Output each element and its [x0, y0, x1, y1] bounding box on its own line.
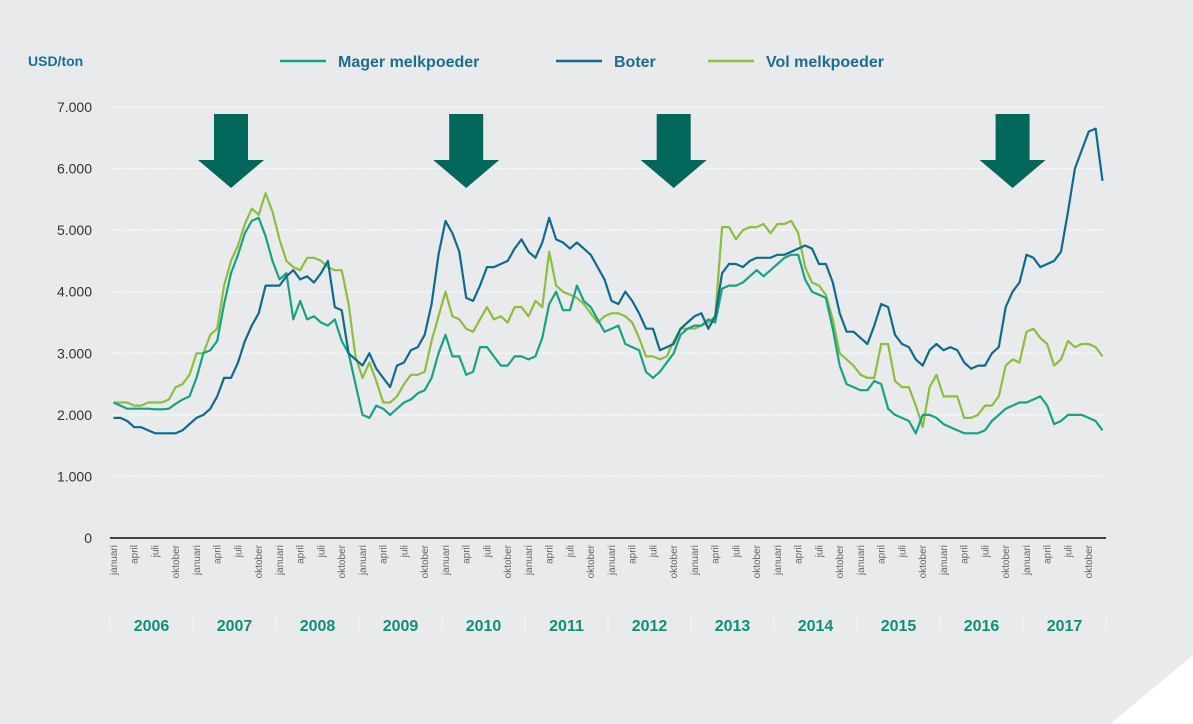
legend: Mager melkpoeder Boter Vol melkpoeder — [280, 54, 884, 71]
year-label-2014: 2014 — [798, 618, 834, 635]
month-label-57: oktober — [503, 544, 514, 578]
year-label-2008: 2008 — [300, 618, 336, 635]
y-axis-ticks: 0 1.000 2.000 3.000 4.000 5.000 6.000 7.000 — [57, 99, 92, 546]
y-tick-label-6: 6.000 — [57, 161, 92, 177]
y-tick-label-4: 4.000 — [57, 284, 92, 300]
legend-label-boter: Boter — [614, 54, 656, 71]
month-label-18: juli — [233, 545, 244, 558]
x-axis-month-labels: januari april juli oktober januari april juli o… — [109, 544, 1095, 578]
gridlines — [110, 106, 1106, 478]
month-label-93: oktober — [752, 544, 763, 578]
month-label-105: oktober — [835, 544, 846, 578]
year-label-2013: 2013 — [715, 618, 751, 635]
month-label-120: januari — [939, 545, 950, 576]
y-tick-label-3: 3.000 — [57, 345, 92, 361]
month-label-129: oktober — [1001, 544, 1012, 578]
month-label-111: april — [877, 545, 888, 564]
month-label-69: oktober — [586, 544, 597, 578]
month-label-51: april — [462, 545, 473, 564]
month-label-45: oktober — [420, 544, 431, 578]
month-label-63: april — [545, 545, 556, 564]
month-label-0: januari — [109, 545, 120, 576]
year-label-2017: 2017 — [1047, 618, 1083, 635]
y-tick-label-0: 0 — [84, 530, 92, 546]
month-label-99: april — [794, 545, 805, 564]
year-label-2016: 2016 — [964, 618, 1000, 635]
year-label-2015: 2015 — [881, 618, 917, 635]
x-axis-year-labels: 2006 2007 2008 2009 2010 2011 2012 2013 2014 2015… — [109, 616, 1107, 635]
y-axis-unit-label: USD/ton — [28, 53, 83, 69]
month-label-60: januari — [524, 545, 535, 576]
legend-item-mager: Mager melkpoeder — [280, 54, 479, 71]
y-tick-label-2: 2.000 — [57, 407, 92, 423]
legend-item-boter: Boter — [556, 54, 656, 71]
month-label-9: oktober — [171, 544, 182, 578]
month-label-27: april — [296, 545, 307, 564]
month-label-66: juli — [565, 545, 576, 558]
series-lines — [113, 127, 1104, 435]
month-label-108: januari — [856, 545, 867, 576]
arrow-2017-icon — [979, 114, 1046, 188]
month-label-114: juli — [897, 545, 908, 558]
corner-fold — [1110, 655, 1193, 724]
y-tick-label-7: 7.000 — [57, 99, 92, 115]
month-label-33: oktober — [337, 544, 348, 578]
arrow-markers — [198, 114, 1046, 188]
y-tick-label-5: 5.000 — [57, 222, 92, 238]
year-label-2007: 2007 — [217, 618, 253, 635]
month-label-6: juli — [150, 545, 161, 558]
legend-item-vol: Vol melkpoeder — [708, 54, 884, 71]
month-label-84: januari — [690, 545, 701, 576]
month-label-24: januari — [275, 545, 286, 576]
series-line-1 — [113, 127, 1104, 435]
y-tick-label-1: 1.000 — [57, 468, 92, 484]
year-label-2006: 2006 — [134, 618, 170, 635]
year-label-2009: 2009 — [383, 618, 419, 635]
month-label-42: juli — [399, 545, 410, 558]
legend-label-vol: Vol melkpoeder — [766, 54, 884, 71]
month-label-12: januari — [192, 545, 203, 576]
month-label-30: juli — [316, 545, 327, 558]
month-label-138: juli — [1063, 545, 1074, 558]
month-label-21: oktober — [254, 544, 265, 578]
month-label-135: april — [1043, 545, 1054, 564]
month-label-15: april — [213, 545, 224, 564]
year-label-2010: 2010 — [466, 618, 502, 635]
month-label-123: april — [960, 545, 971, 564]
month-label-75: april — [628, 545, 639, 564]
month-label-96: januari — [773, 545, 784, 576]
month-label-102: juli — [814, 545, 825, 558]
month-label-132: januari — [1022, 545, 1033, 576]
year-label-2011: 2011 — [549, 618, 584, 635]
month-label-90: juli — [731, 545, 742, 558]
year-label-2012: 2012 — [632, 618, 668, 635]
month-label-3: april — [130, 545, 141, 564]
month-label-81: oktober — [669, 544, 680, 578]
month-label-126: juli — [980, 545, 991, 558]
month-label-72: januari — [607, 545, 618, 576]
legend-label-mager: Mager melkpoeder — [338, 54, 479, 71]
month-label-48: januari — [441, 545, 452, 576]
month-label-54: juli — [482, 545, 493, 558]
series-line-2 — [113, 192, 1104, 429]
month-label-36: januari — [358, 545, 369, 576]
arrow-2013-icon — [640, 114, 707, 188]
month-label-117: oktober — [918, 544, 929, 578]
month-label-141: oktober — [1084, 544, 1095, 578]
month-label-87: april — [711, 545, 722, 564]
arrow-2007-icon — [198, 114, 264, 188]
series-line-0 — [113, 216, 1104, 435]
month-label-78: juli — [648, 545, 659, 558]
arrow-2010-icon — [433, 114, 500, 188]
month-label-39: april — [379, 545, 390, 564]
